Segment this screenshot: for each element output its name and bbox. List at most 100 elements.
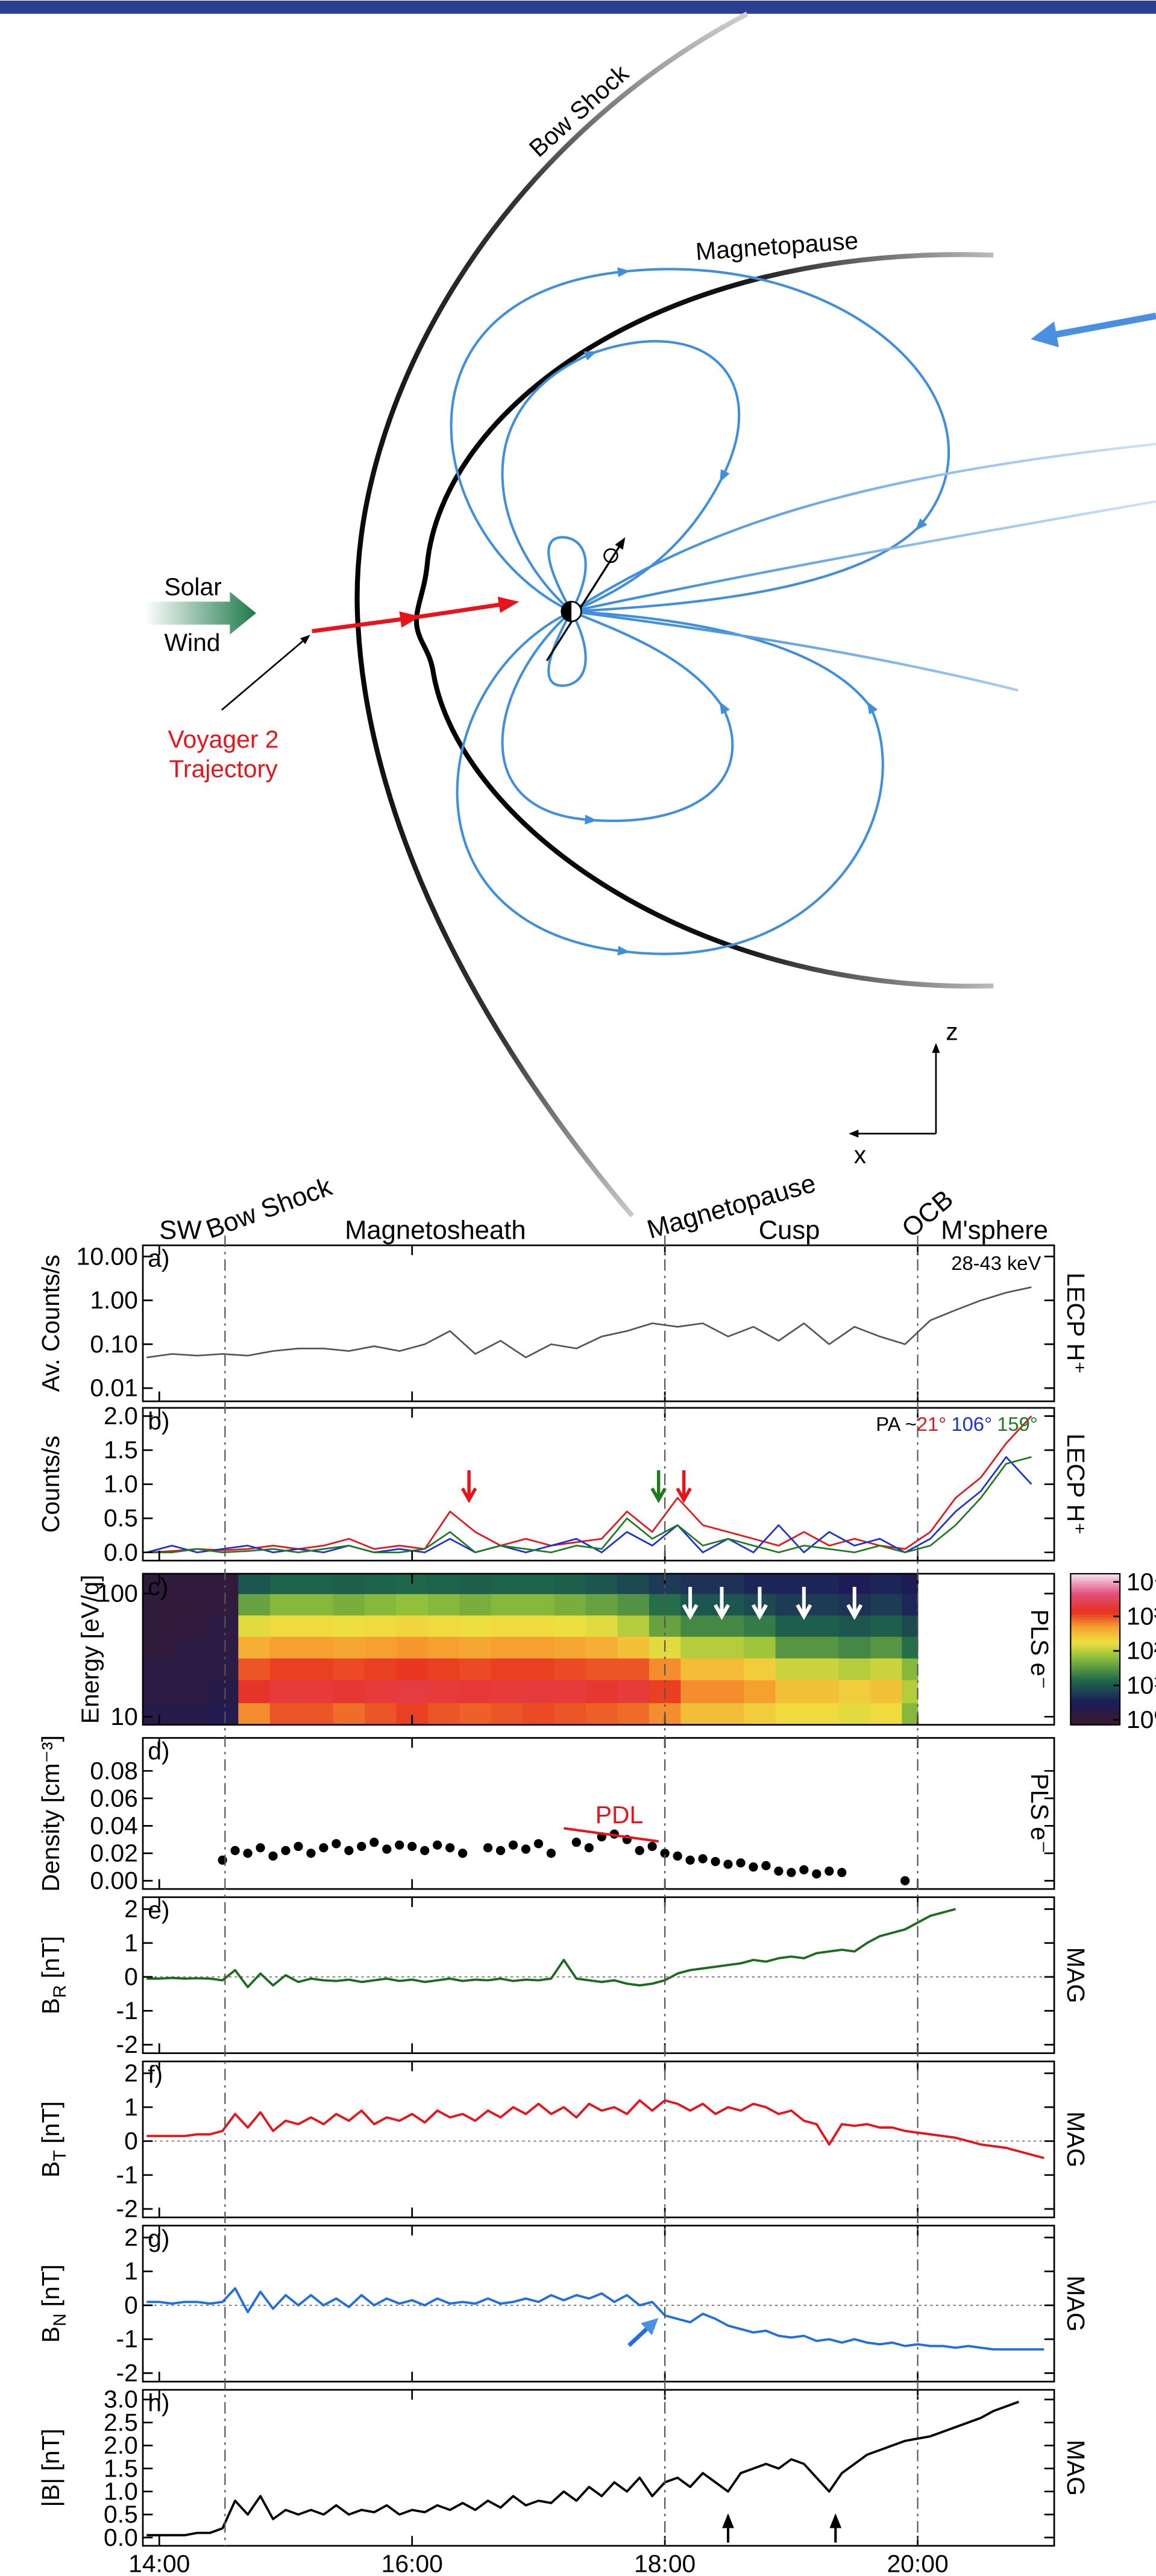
panel-label: g) (148, 2225, 169, 2252)
trajectory-pointer (221, 635, 310, 711)
legend: PA ~21° 106° 159° (876, 1413, 1038, 1435)
panel (146, 2401, 1020, 2537)
data-point (825, 1866, 834, 1876)
annotation-arrow (650, 1470, 667, 1503)
heat-cell (206, 1574, 239, 1594)
panel-frame (142, 1572, 1055, 1726)
heat-cell (554, 1636, 586, 1659)
colorbar-step (1070, 1606, 1120, 1610)
heat-cell (586, 1615, 618, 1637)
data-point (685, 1855, 695, 1865)
y-label-unit: [nT] (37, 2264, 64, 2307)
y-label-sub: R (50, 1985, 70, 1998)
heat-cell (238, 1636, 271, 1659)
heat-cell (206, 1636, 239, 1659)
heat-cell (333, 1574, 365, 1594)
colorbar-step (1070, 1651, 1120, 1655)
heat-cell (523, 1636, 555, 1659)
y-tick-label: 0.5 (104, 1504, 138, 1532)
y-label-sub: T (50, 2150, 70, 2161)
heat-cell (586, 1636, 618, 1659)
panel-label: a) (148, 1245, 169, 1272)
data-point (457, 1849, 468, 1858)
annotation: 28-43 keV (951, 1252, 1041, 1274)
y-tick-label: -2 (116, 2359, 138, 2387)
heat-cell (744, 1703, 776, 1725)
colorbar-step (1070, 1632, 1120, 1635)
colorbar-step (1070, 1589, 1120, 1592)
legend-entry: 106° (951, 1413, 992, 1435)
heat-cell (365, 1703, 397, 1725)
heat-cell (870, 1615, 903, 1637)
colorbar-step (1070, 1619, 1120, 1623)
heat-cell (365, 1594, 397, 1616)
heat-cell (680, 1615, 713, 1637)
data-point (673, 1851, 682, 1861)
y-tick-label: 2.0 (104, 1402, 138, 1430)
y-tick-label: 1 (124, 1929, 138, 1956)
panel-label: h) (148, 2389, 169, 2417)
colorbar-step (1070, 1714, 1120, 1718)
heat-cell (238, 1657, 271, 1680)
colorbar-step (1070, 1644, 1120, 1648)
data-point (230, 1846, 240, 1855)
heat-cell (807, 1615, 840, 1637)
heat-cell (807, 1679, 840, 1703)
colorbar-label: 10² (1126, 1637, 1156, 1665)
heat-cell (269, 1594, 303, 1616)
heat-cell (838, 1636, 871, 1659)
heat-cell (365, 1636, 397, 1659)
y-tick-label: 0.04 (90, 1812, 138, 1839)
heat-cell (333, 1594, 365, 1616)
data-point (495, 1846, 506, 1855)
colorbar-step (1070, 1704, 1120, 1708)
heat-cell (586, 1679, 618, 1703)
heat-cell (459, 1657, 492, 1680)
region-label: Bow Shock (203, 1172, 336, 1245)
heat-cell (617, 1594, 650, 1616)
y-tick-label: 1.00 (90, 1286, 138, 1314)
heat-cell (902, 1679, 919, 1703)
heat-cell (870, 1657, 903, 1680)
heat-cell (459, 1636, 492, 1659)
colorbar-step (1070, 1679, 1120, 1683)
colorbar-step (1070, 1641, 1120, 1645)
heat-cell (712, 1594, 745, 1616)
heat-cell (396, 1615, 429, 1637)
heat-cell (523, 1615, 555, 1637)
voyager-label: Voyager 2 (168, 726, 279, 753)
data-point (521, 1844, 531, 1854)
series-line (146, 1456, 1032, 1554)
heat-cell (396, 1594, 429, 1616)
heat-cell (301, 1636, 334, 1659)
y-label-text: B (37, 2326, 64, 2343)
data-point (306, 1849, 316, 1858)
data-point (584, 1843, 594, 1853)
heat-cell (365, 1615, 397, 1637)
instrument-label: MAG (1062, 2111, 1090, 2167)
heat-cell (459, 1594, 492, 1616)
colorbar-step (1070, 1687, 1120, 1691)
colorbar-step (1070, 1682, 1120, 1685)
heat-cell (807, 1657, 840, 1680)
heat-cell (775, 1615, 808, 1637)
heat-cell (143, 1657, 176, 1680)
heat-cell (870, 1679, 903, 1703)
heat-cell (586, 1657, 618, 1680)
heat-cell (523, 1703, 555, 1725)
heat-cell (269, 1636, 303, 1659)
y-tick-label: 0.02 (90, 1839, 138, 1867)
heat-cell (902, 1615, 919, 1637)
heat-cell (775, 1703, 808, 1725)
white-arrow (714, 1586, 730, 1620)
data-point (749, 1862, 758, 1872)
colorbar-step (1070, 1581, 1120, 1585)
panel-frame (142, 2060, 1055, 2219)
heat-cell (269, 1679, 303, 1703)
white-arrow (796, 1586, 812, 1620)
y-label-sub: N (50, 2313, 70, 2326)
y-tick-label: 0.08 (90, 1757, 138, 1785)
heat-cell (491, 1657, 524, 1680)
colorbar-step (1070, 1583, 1120, 1588)
heat-cell (554, 1615, 586, 1637)
